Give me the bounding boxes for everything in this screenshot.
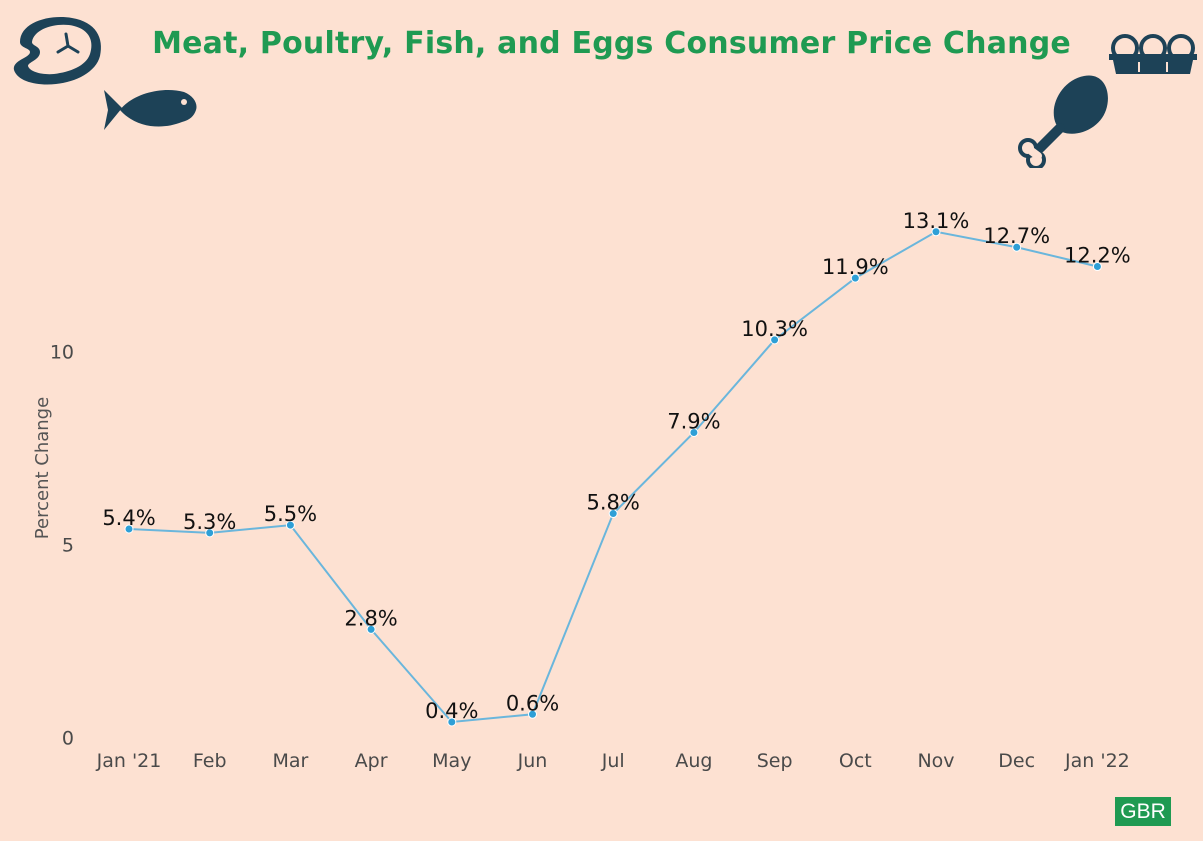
data-label: 5.8% xyxy=(587,491,640,515)
egg-carton-icon xyxy=(1109,34,1197,74)
fish-icon xyxy=(104,90,197,130)
data-point xyxy=(1012,242,1022,252)
y-axis-ticks: 0 5 10 xyxy=(50,341,74,749)
data-label: 13.1% xyxy=(903,209,970,233)
data-label: 0.4% xyxy=(425,699,478,723)
chicken-leg-icon xyxy=(1018,75,1108,168)
x-tick-label: Jan '22 xyxy=(1064,750,1130,772)
data-point xyxy=(850,273,860,283)
x-tick-label: Aug xyxy=(675,750,712,772)
data-label: 12.7% xyxy=(983,224,1050,248)
series-polyline xyxy=(128,230,1098,724)
data-labels: 5.4% 5.3% 5.5% 2.8% 0.4% 0.6% 5.8% 7.9% 10.3% 11.… xyxy=(102,209,1130,723)
data-label: 0.6% xyxy=(506,691,559,715)
data-label: 5.5% xyxy=(264,502,317,526)
steak-icon xyxy=(13,17,101,85)
data-label: 11.9% xyxy=(822,255,889,279)
data-label: 5.4% xyxy=(102,506,155,530)
data-point xyxy=(285,520,295,530)
data-point xyxy=(366,624,376,634)
data-label: 12.2% xyxy=(1064,244,1131,268)
x-tick-label: Sep xyxy=(757,750,793,772)
y-tick-label: 5 xyxy=(62,534,74,556)
x-tick-label: Oct xyxy=(839,750,872,772)
data-point xyxy=(447,717,457,727)
x-axis-ticks: Jan '21 Feb Mar Apr May Jun Jul Aug Sep Oct Nov Dec… xyxy=(96,750,1130,772)
data-point xyxy=(931,227,941,237)
data-label: 10.3% xyxy=(741,317,808,341)
x-tick-label: Apr xyxy=(355,750,388,772)
data-point xyxy=(205,528,215,538)
x-tick-label: Feb xyxy=(193,750,227,772)
y-tick-label: 10 xyxy=(50,341,74,363)
x-tick-label: Mar xyxy=(272,750,308,772)
data-points xyxy=(124,227,1102,727)
y-tick-label: 0 xyxy=(62,727,74,749)
x-tick-label: May xyxy=(432,750,471,772)
x-tick-label: Jan '21 xyxy=(96,750,162,772)
data-label: 7.9% xyxy=(667,410,720,434)
x-tick-label: Dec xyxy=(998,750,1035,772)
data-point xyxy=(1092,262,1102,272)
data-point xyxy=(770,335,780,345)
chart-title: Meat, Poultry, Fish, and Eggs Consumer P… xyxy=(152,26,1071,61)
data-point xyxy=(528,709,537,719)
series-line xyxy=(128,230,1098,724)
x-tick-label: Jun xyxy=(517,750,548,772)
x-tick-label: Jul xyxy=(601,750,625,772)
x-tick-label: Nov xyxy=(917,750,954,772)
data-point xyxy=(689,428,699,437)
data-label: 2.8% xyxy=(344,606,397,630)
gbr-badge: GBR xyxy=(1115,797,1171,826)
data-label: 5.3% xyxy=(183,510,236,534)
y-axis-label: Percent Change xyxy=(32,397,53,539)
data-point xyxy=(124,524,134,534)
data-point xyxy=(608,509,618,519)
